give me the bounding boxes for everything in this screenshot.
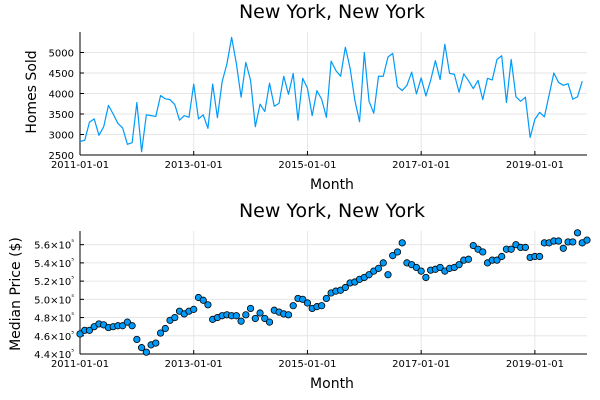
x-axis-label: Month xyxy=(310,376,354,392)
data-point xyxy=(152,339,160,347)
data-point xyxy=(374,264,383,272)
y-tick-label: 5000 xyxy=(49,49,74,60)
homes-sold-chart: New York, New York 2011-01-01 2013-01-01 2… xyxy=(24,1,587,193)
y-tick-label: 4500 xyxy=(49,69,74,80)
median-price-chart: New York, New York 2011-01-01 2013-01-01 2… xyxy=(8,200,591,392)
y-tick-label: 5.4×10⁵ xyxy=(34,257,74,270)
x-tick-label: 2011-01-01 xyxy=(51,359,109,370)
x-tick-label: 2015-01-01 xyxy=(278,160,336,171)
data-point xyxy=(85,326,94,334)
data-point xyxy=(76,330,84,338)
data-point xyxy=(289,302,297,310)
axes xyxy=(79,32,587,156)
data-point xyxy=(479,248,487,256)
x-tick-label: 2019-01-01 xyxy=(506,160,564,171)
x-tick-label: 2019-01-01 xyxy=(506,359,564,370)
y-tick-label: 4.4×10⁵ xyxy=(34,348,74,361)
data-point xyxy=(256,309,264,317)
data-point xyxy=(303,299,312,307)
series-line xyxy=(79,36,583,153)
data-point xyxy=(299,295,307,303)
y-axis-label: Homes Sold xyxy=(24,50,40,133)
data-point xyxy=(559,244,567,252)
chart-title: New York, New York xyxy=(239,200,425,222)
x-tick-label: 2015-01-01 xyxy=(278,359,336,370)
data-point xyxy=(493,256,501,264)
y-tick-labels: 2500 3000 3500 4000 4500 5000 xyxy=(49,49,74,163)
data-point xyxy=(123,318,131,326)
y-tick-label: 4.8×10⁵ xyxy=(34,312,74,325)
data-point xyxy=(237,317,245,325)
data-point xyxy=(521,243,530,251)
data-point xyxy=(455,261,463,269)
data-point xyxy=(469,241,477,250)
y-tick-label: 5.2×10⁵ xyxy=(34,275,74,288)
x-tick-label: 2017-01-01 xyxy=(392,359,450,370)
data-point xyxy=(498,252,506,261)
homes-sold-series xyxy=(79,36,583,153)
y-tick-label: 3500 xyxy=(49,110,74,121)
x-tick-labels: 2011-01-01 2013-01-01 2015-01-01 2017-01-01… xyxy=(51,359,564,370)
data-point xyxy=(251,314,259,323)
data-point xyxy=(417,267,425,275)
y-tick-label: 3000 xyxy=(49,131,74,142)
data-point xyxy=(322,294,330,303)
y-tick-label: 2500 xyxy=(49,151,74,162)
data-point xyxy=(393,248,402,256)
data-point xyxy=(422,273,430,282)
y-tick-labels: 4.4×10⁵ 4.6×10⁵ 4.8×10⁵ 5.0×10⁵ 5.2×10⁵ 5.4×1… xyxy=(34,239,74,361)
chart-title: New York, New York xyxy=(239,1,425,23)
data-point xyxy=(436,263,444,272)
data-point xyxy=(507,245,515,253)
data-point xyxy=(398,239,406,247)
grid xyxy=(79,32,587,156)
data-point xyxy=(133,335,141,344)
data-point xyxy=(199,296,207,304)
data-point xyxy=(190,305,198,313)
data-point xyxy=(554,237,563,245)
data-point xyxy=(464,255,473,263)
data-point xyxy=(569,238,577,246)
data-point xyxy=(318,302,326,310)
median-price-series xyxy=(76,229,591,356)
data-point xyxy=(365,271,373,279)
x-tick-label: 2011-01-01 xyxy=(51,160,109,171)
data-point xyxy=(384,271,392,279)
data-point xyxy=(128,322,136,330)
data-point xyxy=(261,314,269,323)
x-tick-label: 2013-01-01 xyxy=(165,160,223,171)
x-tick-label: 2013-01-01 xyxy=(165,359,223,370)
data-point xyxy=(246,304,255,313)
data-point xyxy=(171,313,179,322)
data-point xyxy=(204,301,212,309)
data-point xyxy=(232,312,240,320)
data-point xyxy=(583,236,591,244)
data-point xyxy=(138,344,146,352)
y-tick-label: 4.6×10⁵ xyxy=(34,330,74,343)
y-tick-label: 5.6×10⁵ xyxy=(34,239,74,252)
y-axis-label: Median Price ($) xyxy=(8,237,24,351)
data-point xyxy=(573,229,582,237)
data-point xyxy=(156,329,165,337)
data-point xyxy=(412,263,421,272)
y-tick-label: 5.0×10⁵ xyxy=(34,293,74,306)
data-point xyxy=(161,324,169,333)
data-point xyxy=(119,322,127,330)
data-point xyxy=(341,283,349,292)
x-tick-labels: 2011-01-01 2013-01-01 2015-01-01 2017-01-01… xyxy=(51,160,564,171)
x-tick-label: 2017-01-01 xyxy=(392,160,450,171)
data-point xyxy=(242,311,250,319)
y-tick-label: 4000 xyxy=(49,90,74,101)
data-point xyxy=(379,259,387,267)
data-point xyxy=(284,311,293,319)
data-point xyxy=(389,252,397,260)
data-point xyxy=(142,348,150,356)
data-point xyxy=(536,252,544,261)
x-axis-label: Month xyxy=(310,177,354,193)
data-point xyxy=(265,318,274,326)
